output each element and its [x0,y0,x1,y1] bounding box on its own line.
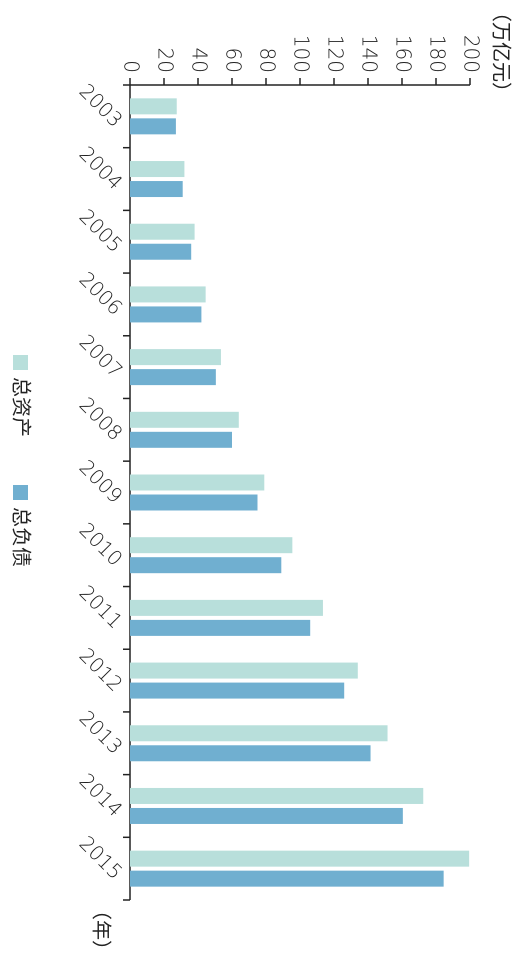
y-tick-label: 140 [358,35,382,73]
bar [130,725,388,742]
x-tick-label: 2013 [75,706,128,759]
legend-swatch [13,355,28,370]
y-tick-label: 120 [324,35,348,73]
x-tick-label: 2009 [75,455,128,508]
x-tick-label: 2006 [75,267,128,320]
x-tick-label: 2004 [75,141,128,194]
bar [130,870,444,887]
y-tick-label: 0 [120,60,144,73]
bar [130,369,216,386]
bar [130,243,192,260]
bar [130,850,470,867]
y-tick-label: 60 [222,48,246,73]
bar [130,619,311,636]
legend-label: 总负债 [10,507,34,567]
x-tick-label: 2015 [75,831,128,884]
unit-label: （万亿元） [490,2,514,102]
bar [130,682,345,699]
bar [130,223,195,240]
bar [130,599,323,616]
x-tick-label: 2007 [75,330,128,383]
x-tick-label: 2014 [75,768,128,821]
bar [130,181,183,198]
x-tick-label: 2005 [75,204,128,257]
bar [130,98,177,115]
chart-body: （万亿元） （年） 0 20 40 60 80 100 120 140 160 180 200 200… [10,2,514,960]
x-tick-label: 2010 [75,518,128,571]
bar [130,745,371,762]
bar [130,431,232,448]
y-tick-label: 20 [154,48,178,73]
y-tick-label: 180 [426,35,450,73]
bar [130,662,358,679]
bar [129,411,239,428]
legend-swatch [13,485,28,500]
bar [130,494,258,511]
bar [129,286,206,303]
y-tick-label: 80 [256,48,280,73]
category-axis-label: （年） [90,900,114,960]
x-tick-label: 2011 [75,580,128,633]
y-tick-label: 100 [290,35,314,73]
bar [129,807,403,824]
bar [130,349,221,366]
y-tick-label: 160 [392,35,416,73]
bar [130,787,424,804]
x-tick-label: 2003 [75,79,128,132]
y-tick-label: 200 [460,35,484,73]
y-tick-label: 40 [188,48,212,73]
bar [129,306,202,323]
bar [129,118,176,135]
bar [130,537,293,554]
bar [129,161,185,178]
x-tick-label: 2012 [75,643,128,696]
bar [130,557,282,574]
x-tick-label: 2008 [75,392,128,445]
legend-label: 总资产 [10,377,34,437]
bar [129,474,265,491]
